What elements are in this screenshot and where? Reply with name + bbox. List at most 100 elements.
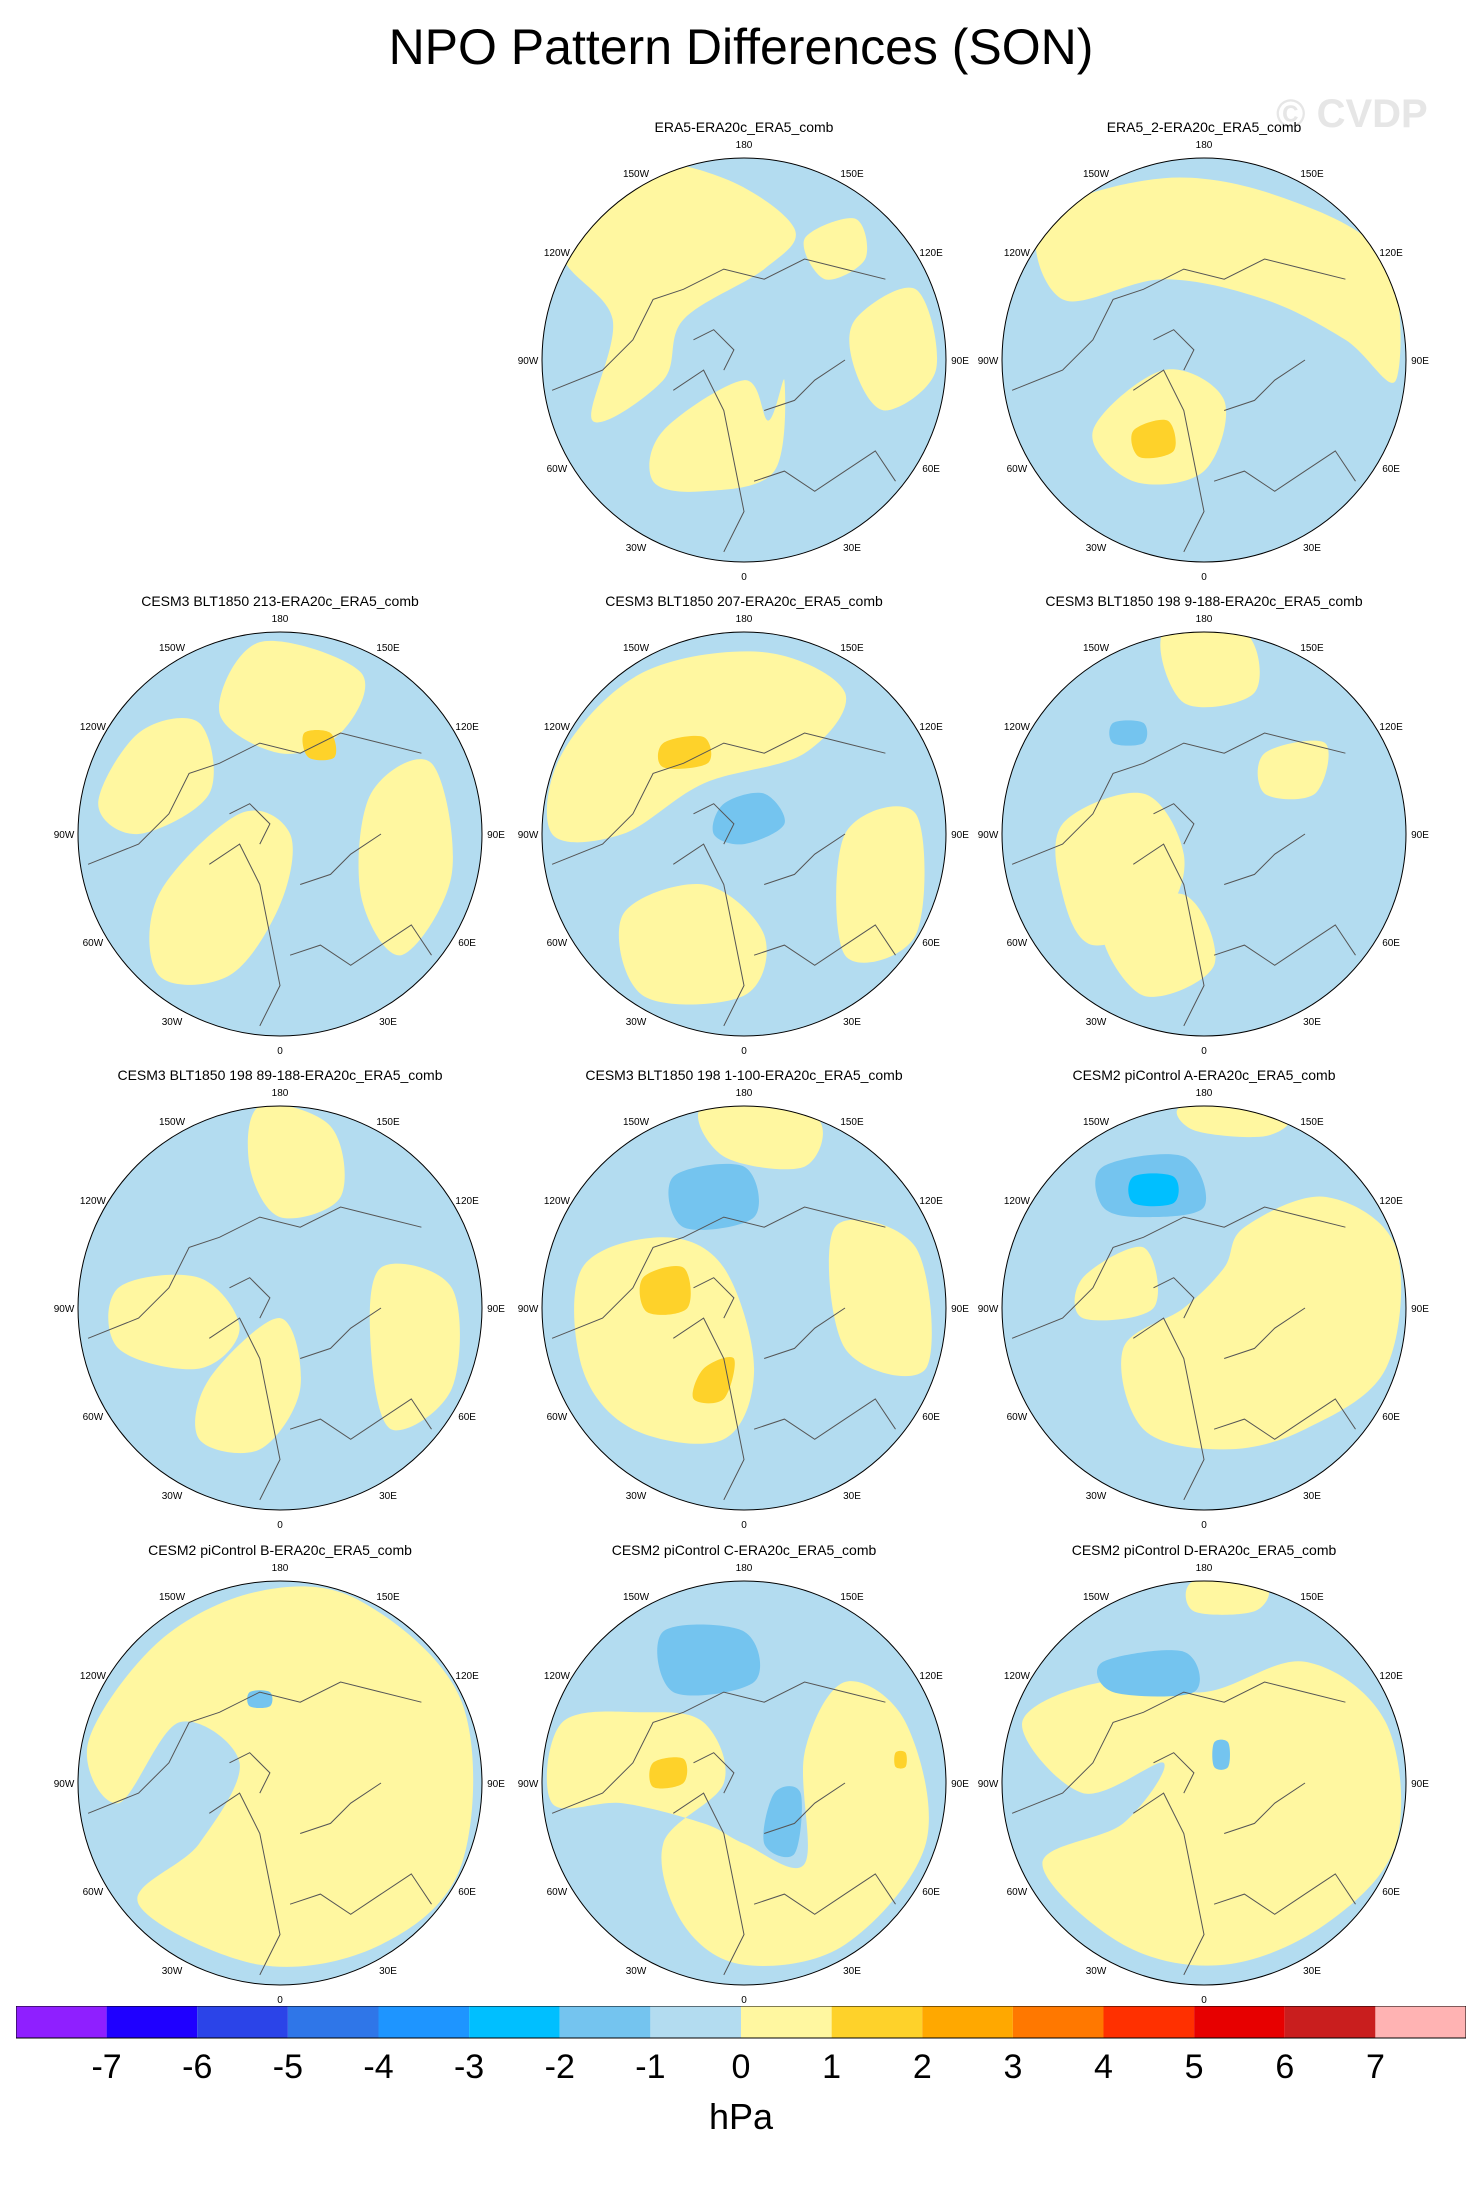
anomaly-contour-region [1035, 177, 1401, 383]
colorbar-tick-label: 4 [1094, 2048, 1113, 2086]
longitude-label: 90E [1411, 1779, 1429, 1790]
longitude-label: 60E [1382, 1887, 1400, 1898]
anomaly-contour-region [712, 792, 785, 845]
colorbar-swatch [1375, 2006, 1466, 2038]
longitude-label: 150E [1300, 169, 1324, 180]
coastline [1224, 1307, 1306, 1359]
coastline [87, 732, 422, 865]
colorbar-swatch [378, 2006, 470, 2038]
colorbar-tick-label: -3 [454, 2048, 484, 2086]
longitude-label: 0 [741, 1046, 747, 1057]
coastline [289, 924, 432, 966]
coastline [1153, 803, 1195, 845]
longitude-label: 0 [1201, 1520, 1207, 1531]
colorbar-swatch [650, 2006, 742, 2038]
figure-title: NPO Pattern Differences (SON) [388, 19, 1094, 75]
coastline [673, 1317, 745, 1501]
longitude-label: 30W [1086, 1966, 1107, 1977]
anomaly-contour-region [1102, 893, 1216, 997]
longitude-label: 150E [376, 1592, 400, 1603]
longitude-label: 60E [922, 1887, 940, 1898]
longitude-label: 150W [159, 643, 186, 654]
coastline [1011, 732, 1346, 865]
longitude-label: 120W [1004, 1196, 1031, 1207]
map-border [541, 631, 947, 1037]
longitude-label: 30E [379, 1491, 397, 1502]
polar-map-panel: 180 150E 120E 90E 60E 30E 0 30W 60W 90W 120W 150W [54, 1088, 506, 1531]
longitude-label: 120E [1379, 1671, 1403, 1682]
longitude-label: 0 [741, 1520, 747, 1531]
longitude-label: 90W [978, 830, 999, 841]
colorbar-swatch [559, 2006, 651, 2038]
longitude-label: 120W [80, 1196, 107, 1207]
longitude-label: 120E [919, 1671, 943, 1682]
longitude-label: 90W [978, 356, 999, 367]
longitude-label: 90E [487, 1779, 505, 1790]
anomaly-contour-region [668, 1163, 759, 1230]
coastline [1011, 1206, 1346, 1339]
anomaly-contour-region [698, 1106, 823, 1170]
longitude-label: 150W [623, 643, 650, 654]
panel-title: CESM2 piControl A-ERA20c_ERA5_comb [1072, 1067, 1336, 1083]
longitude-label: 120E [455, 722, 479, 733]
colorbar-swatch [1012, 2006, 1104, 2038]
anomaly-contour-region [1074, 1246, 1159, 1321]
colorbar-swatch [1194, 2006, 1285, 2038]
map-border [541, 1580, 947, 1986]
colorbar-tick-label: -5 [273, 2048, 303, 2086]
colorbar-swatch [1103, 2006, 1195, 2038]
longitude-label: 120E [455, 1196, 479, 1207]
longitude-label: 120W [1004, 1671, 1031, 1682]
longitude-label: 120W [544, 1671, 571, 1682]
polar-map-panel: 180 150E 120E 90E 60E 30E 0 30W 60W 90W 120W 150W [54, 1563, 506, 2006]
longitude-label: 120E [1379, 722, 1403, 733]
longitude-label: 180 [1196, 1088, 1213, 1099]
anomaly-contour-region [1021, 1661, 1402, 1966]
longitude-label: 90E [1411, 356, 1429, 367]
coastline [551, 732, 886, 865]
coastline [673, 1792, 745, 1976]
longitude-label: 150W [1083, 1592, 1110, 1603]
longitude-label: 90E [1411, 1304, 1429, 1315]
map-border [1001, 1580, 1407, 1986]
longitude-label: 150E [1300, 1117, 1324, 1128]
colorbar-unit-label: hPa [708, 2096, 774, 2137]
coastline [229, 1752, 271, 1794]
colorbar-tick-label: 3 [1003, 2048, 1022, 2086]
coastline [753, 1398, 896, 1440]
panel-title: CESM2 piControl B-ERA20c_ERA5_comb [148, 1542, 412, 1558]
longitude-label: 120W [80, 1671, 107, 1682]
map-border [1001, 1105, 1407, 1511]
longitude-label: 0 [277, 1520, 283, 1531]
longitude-label: 150W [159, 1117, 186, 1128]
coastline [693, 1277, 735, 1319]
longitude-label: 150W [1083, 1117, 1110, 1128]
anomaly-contour-region [1131, 419, 1176, 459]
longitude-label: 30W [626, 1966, 647, 1977]
longitude-label: 30W [626, 1491, 647, 1502]
anomaly-contour-region [1096, 1650, 1200, 1697]
anomaly-contour-region [763, 1786, 802, 1858]
longitude-label: 60E [1382, 1412, 1400, 1423]
colorbar-tick-label: 7 [1366, 2048, 1385, 2086]
anomaly-contour-region [108, 1274, 240, 1370]
longitude-label: 150E [840, 643, 864, 654]
longitude-label: 90W [518, 356, 539, 367]
colorbar-swatch [16, 2006, 107, 2038]
anomaly-contour-region [546, 1681, 929, 1966]
longitude-label: 150W [159, 1592, 186, 1603]
anomaly-contour-region [247, 1106, 345, 1219]
polar-map-panel: 180 150E 120E 90E 60E 30E 0 30W 60W 90W 120W 150W [518, 1088, 970, 1531]
longitude-label: 150W [1083, 643, 1110, 654]
coastline [289, 1398, 432, 1440]
longitude-label: 150E [376, 1117, 400, 1128]
panel-title: CESM2 piControl C-ERA20c_ERA5_comb [611, 1542, 877, 1558]
longitude-label: 60E [458, 1412, 476, 1423]
longitude-label: 120E [455, 1671, 479, 1682]
longitude-label: 60E [922, 1412, 940, 1423]
longitude-label: 30W [162, 1017, 183, 1028]
colorbar-swatch [106, 2006, 198, 2038]
colorbar-tick-label: -6 [182, 2048, 212, 2086]
panel-title: CESM3 BLT1850 198 1-100-ERA20c_ERA5_comb [585, 1067, 903, 1083]
longitude-label: 30W [162, 1966, 183, 1977]
